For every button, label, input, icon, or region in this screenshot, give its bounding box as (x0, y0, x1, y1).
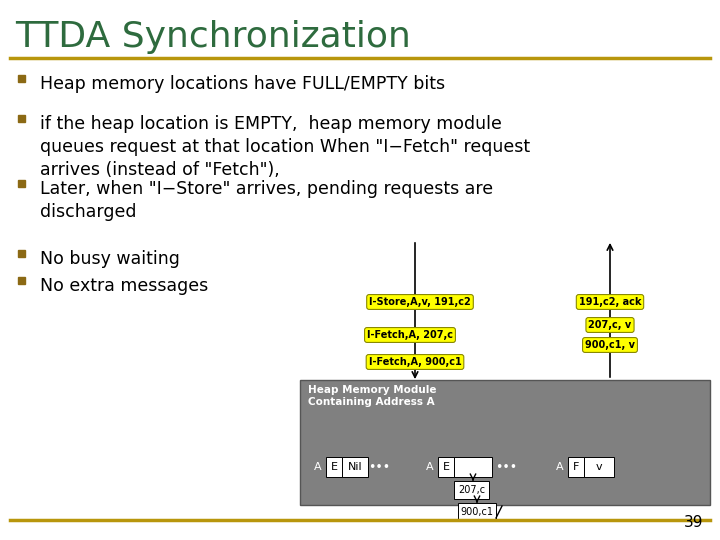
Text: Later, when "I−Store" arrives, pending requests are
discharged: Later, when "I−Store" arrives, pending r… (40, 180, 493, 221)
Text: 191,c2, ack: 191,c2, ack (579, 297, 642, 307)
Bar (454, 481, 489, 499)
Bar (18, 115, 25, 122)
Text: 39: 39 (683, 515, 703, 530)
Text: I-Fetch,A, 207,c: I-Fetch,A, 207,c (367, 330, 453, 340)
Text: TTDA Synchronization: TTDA Synchronization (15, 20, 411, 54)
Text: •••: ••• (368, 461, 390, 474)
Text: 207,c: 207,c (458, 485, 485, 495)
Text: F: F (573, 462, 579, 472)
Text: No extra messages: No extra messages (40, 277, 208, 295)
Text: if the heap location is EMPTY,  heap memory module
queues request at that locati: if the heap location is EMPTY, heap memo… (40, 115, 530, 179)
Bar (326, 457, 342, 477)
Text: Heap Memory Module
Containing Address A: Heap Memory Module Containing Address A (308, 385, 436, 407)
Text: Nil: Nil (348, 462, 362, 472)
Text: E: E (330, 462, 338, 472)
Text: E: E (443, 462, 449, 472)
Text: I-Store,A,v, 191,c2: I-Store,A,v, 191,c2 (369, 297, 471, 307)
Bar (342, 457, 368, 477)
Text: •••: ••• (495, 461, 517, 474)
Bar (584, 457, 614, 477)
Bar (18, 277, 25, 284)
Bar (18, 180, 25, 187)
Text: A: A (314, 462, 322, 472)
Text: 207,c, v: 207,c, v (588, 320, 631, 330)
Text: 900,c1, v: 900,c1, v (585, 340, 635, 350)
Bar (300, 380, 710, 505)
Bar (18, 250, 25, 257)
Text: A: A (556, 462, 564, 472)
Text: v: v (595, 462, 603, 472)
Text: A: A (426, 462, 434, 472)
Text: Heap memory locations have FULL/EMPTY bits: Heap memory locations have FULL/EMPTY bi… (40, 75, 445, 93)
Bar (438, 457, 454, 477)
Bar (458, 503, 496, 521)
Text: No busy waiting: No busy waiting (40, 250, 180, 268)
Text: 900,c1: 900,c1 (461, 507, 493, 517)
Bar (454, 457, 492, 477)
Bar (18, 75, 25, 82)
Bar (568, 457, 584, 477)
Text: I-Fetch,A, 900,c1: I-Fetch,A, 900,c1 (369, 357, 462, 367)
